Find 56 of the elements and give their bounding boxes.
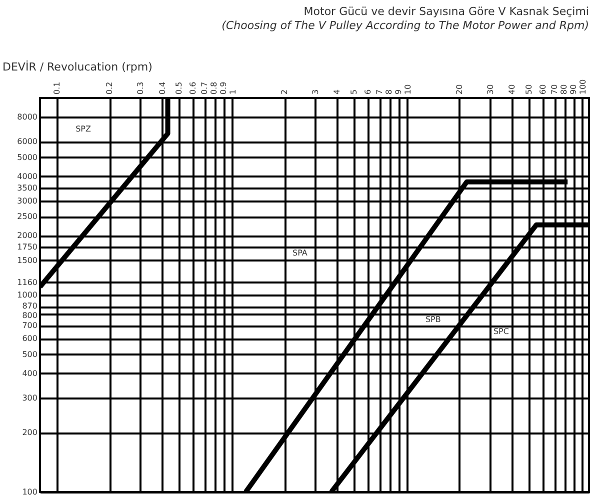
y-tick-label: 700	[22, 321, 38, 330]
y-tick-label: 100	[22, 488, 38, 496]
x-tick-label: 0.1	[52, 82, 62, 94]
x-tick-label: 0.3	[136, 82, 145, 94]
x-tick-label: 4	[332, 89, 342, 94]
x-tick-label: 5	[350, 89, 359, 94]
x-tick-label: 2	[280, 89, 290, 94]
y-tick-label: 4000	[17, 172, 38, 181]
x-tick-label: 0.8	[210, 82, 219, 94]
annotation: SPZ	[76, 124, 92, 134]
x-tick-label: 0.9	[219, 82, 228, 94]
annotation: SPB	[425, 314, 441, 324]
annotation: SPC	[493, 327, 510, 336]
x-tick-label: 50	[524, 84, 534, 94]
y-tick-label: 200	[22, 428, 38, 438]
y-tick-label: 2000	[17, 231, 38, 240]
y-tick-label: 2500	[17, 212, 38, 222]
y-tick-label: 3500	[17, 183, 38, 192]
y-tick-label: 400	[22, 368, 38, 378]
x-tick-label: 20	[454, 84, 464, 94]
x-tick-label: 9	[394, 89, 404, 94]
y-tick-label: 6000	[17, 137, 38, 146]
x-tick-label: 3	[310, 89, 320, 94]
chart-title: Motor Gücü ve devir Sayısına Göre V Kasnak Seçimi	[304, 5, 589, 18]
y-tick-label: 500	[22, 350, 38, 359]
x-tick-label: 8	[384, 89, 394, 94]
x-tick-label: 90	[568, 84, 578, 94]
y-tick-label: 1160	[17, 278, 38, 287]
x-tick-label: 70	[550, 84, 559, 94]
chart-subtitle: (Choosing of The V Pulley According to The Motor Power and Rpm)	[222, 19, 589, 32]
x-tick-label: 0.5	[174, 82, 184, 94]
x-tick-label: 7	[375, 89, 384, 94]
x-tick-label: 0.4	[158, 82, 167, 94]
x-tick-label: 30	[486, 84, 495, 94]
x-tick-label: 40	[508, 84, 517, 94]
y-axis-title: DEVİR / Revolucation (rpm)	[2, 60, 152, 74]
y-tick-label: 5000	[17, 152, 38, 162]
x-tick-label: 0.6	[188, 82, 198, 94]
x-tick-label: 0.7	[200, 82, 210, 94]
y-tick-label: 1750	[17, 242, 38, 252]
x-tick-label: 10	[404, 84, 413, 94]
y-tick-label: 1500	[17, 256, 38, 265]
y-tick-label: 3000	[17, 196, 38, 206]
y-tick-label: 600	[22, 334, 38, 344]
y-tick-label: 800	[22, 310, 38, 320]
y-tick-label: 1000	[17, 290, 38, 300]
x-tick-label: 6	[364, 89, 373, 94]
y-tick-label: 300	[22, 394, 38, 403]
y-tick-label: 870	[22, 301, 38, 310]
y-tick-label: 8000	[17, 112, 38, 122]
x-tick-label: 80	[559, 84, 568, 94]
x-tick-label: 60	[538, 84, 548, 94]
x-tick-label: 100	[578, 79, 588, 94]
annotation: SPA	[292, 248, 308, 258]
x-tick-label: 0.2	[105, 82, 114, 94]
x-tick-label: 1	[228, 89, 238, 94]
